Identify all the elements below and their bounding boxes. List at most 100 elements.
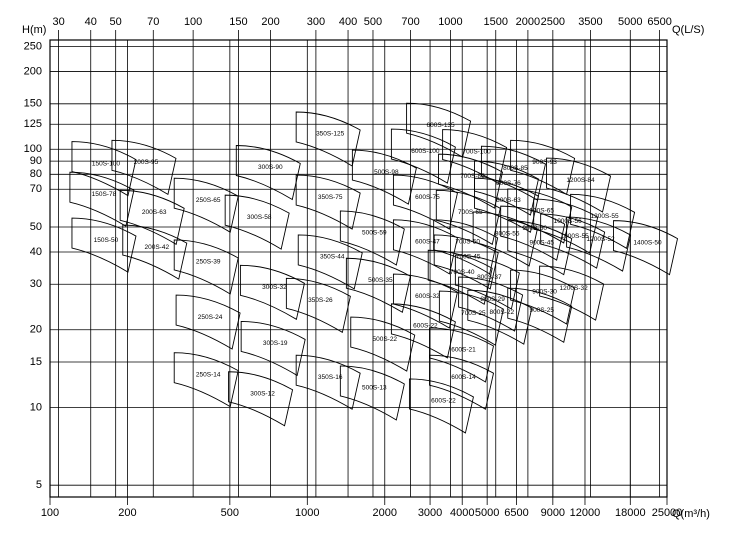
pump-region bbox=[295, 174, 361, 230]
x2-tick-label: 2500 bbox=[541, 16, 565, 28]
pump-region bbox=[119, 189, 185, 246]
pump-region bbox=[507, 287, 573, 343]
region-label: 300S-32 bbox=[262, 284, 287, 291]
pump-region bbox=[175, 294, 241, 350]
x2-tick-label: 400 bbox=[339, 16, 357, 28]
pump-region bbox=[295, 111, 361, 167]
pump-region bbox=[438, 290, 504, 346]
pump-region bbox=[390, 303, 456, 359]
x2-tick-label: 1000 bbox=[438, 16, 462, 28]
y-tick-label: 40 bbox=[30, 246, 42, 258]
x-tick-label: 18000 bbox=[615, 507, 646, 519]
pump-region bbox=[438, 153, 503, 209]
x2-tick-label: 300 bbox=[307, 16, 325, 28]
region-label: 350S-16 bbox=[318, 374, 343, 381]
region-label: 900S-30 bbox=[532, 289, 557, 296]
pump-region bbox=[285, 277, 351, 334]
region-label: 150S-100 bbox=[92, 160, 121, 167]
region-label: 600S-32 bbox=[415, 293, 440, 300]
pump-region bbox=[71, 141, 137, 197]
pump-region bbox=[507, 188, 573, 244]
pump-region bbox=[392, 174, 458, 230]
pump-region bbox=[429, 354, 495, 410]
region-label: 350S-44 bbox=[320, 254, 345, 261]
region-label: 800S-22 bbox=[490, 309, 515, 316]
y-tick-label: 50 bbox=[30, 221, 42, 233]
y-tick-label: 15 bbox=[30, 356, 42, 368]
region-label: 600S-22 bbox=[431, 398, 456, 405]
region-label: 500S-59 bbox=[362, 230, 387, 237]
x2-axis-label: Q(L/S) bbox=[672, 24, 704, 36]
region-label: 300S-90 bbox=[258, 164, 283, 171]
region-label: 150S-50 bbox=[94, 237, 119, 244]
pump-region bbox=[351, 149, 417, 205]
region-label: 800S-37 bbox=[477, 274, 502, 281]
x-tick-label: 2000 bbox=[373, 507, 397, 519]
pump-region bbox=[433, 219, 499, 275]
x2-tick-label: 6500 bbox=[647, 16, 671, 28]
x2-tick-label: 500 bbox=[364, 16, 382, 28]
pump-region bbox=[429, 327, 495, 383]
x-tick-label: 4000 bbox=[450, 507, 474, 519]
region-label: 1200S-84 bbox=[566, 177, 595, 184]
region-label: 200S-95 bbox=[134, 159, 159, 166]
region-label: 500S-35 bbox=[368, 277, 393, 284]
pump-region bbox=[510, 139, 576, 196]
pump-region bbox=[507, 220, 573, 276]
pump-region bbox=[390, 128, 456, 184]
region-label: 1000S-56 bbox=[554, 218, 583, 225]
pump-region bbox=[533, 198, 599, 254]
region-label: 900S-93 bbox=[532, 159, 557, 166]
pump-region bbox=[539, 265, 605, 321]
x2-tick-label: 200 bbox=[261, 16, 279, 28]
pump-region bbox=[435, 189, 501, 246]
region-label: 500S-22 bbox=[372, 336, 397, 343]
region-label: 1000S-55 bbox=[561, 233, 590, 240]
region-label: 700S-85 bbox=[460, 173, 485, 180]
x-tick-label: 3000 bbox=[418, 507, 442, 519]
x2-tick-label: 2000 bbox=[516, 16, 540, 28]
pump-region bbox=[406, 102, 472, 158]
x2-tick-label: 50 bbox=[110, 16, 122, 28]
x-tick-label: 25000 bbox=[652, 507, 683, 519]
x2-tick-label: 1500 bbox=[484, 16, 508, 28]
x2-tick-label: 30 bbox=[52, 16, 64, 28]
pump-region bbox=[458, 276, 524, 332]
pump-region bbox=[122, 224, 188, 280]
x-axis-label: Q(m³/h) bbox=[672, 508, 710, 520]
pump-region bbox=[339, 365, 405, 421]
pump-region bbox=[71, 217, 137, 273]
region-label: 1200S-52 bbox=[586, 236, 615, 243]
y-tick-label: 10 bbox=[30, 401, 42, 413]
region-label: 350S-75 bbox=[318, 194, 343, 201]
pump-region bbox=[467, 289, 533, 345]
region-label: 800S-29 bbox=[480, 296, 505, 303]
pump-region bbox=[350, 316, 416, 372]
x-tick-label: 100 bbox=[41, 507, 59, 519]
region-label: 200S-42 bbox=[144, 244, 169, 251]
region-label: 600S-47 bbox=[415, 239, 440, 246]
pump-region bbox=[442, 129, 508, 185]
region-label: 700S-100 bbox=[463, 148, 492, 155]
region-label: 600S-22 bbox=[413, 323, 438, 330]
region-label: 300S-19 bbox=[263, 340, 288, 347]
pump-region bbox=[173, 177, 239, 233]
pump-region bbox=[433, 234, 499, 290]
region-label: 1200S-55 bbox=[590, 213, 619, 220]
region-label: 900S-65 bbox=[529, 208, 554, 215]
x2-tick-label: 40 bbox=[85, 16, 97, 28]
region-label: 700S-40 bbox=[450, 269, 475, 276]
x-tick-label: 6500 bbox=[504, 507, 528, 519]
x-tick-label: 12000 bbox=[570, 507, 601, 519]
pump-region bbox=[173, 239, 239, 295]
y-tick-label: 125 bbox=[24, 118, 42, 130]
y-tick-label: 200 bbox=[24, 65, 42, 77]
region-label: 300S-12 bbox=[250, 390, 275, 397]
pump-region bbox=[345, 257, 411, 313]
region-label: 500S-13 bbox=[362, 385, 387, 392]
y-tick-label: 70 bbox=[30, 183, 42, 195]
region-label: 250S-24 bbox=[198, 314, 223, 321]
pump-region bbox=[540, 213, 606, 269]
x2-tick-label: 700 bbox=[401, 16, 419, 28]
